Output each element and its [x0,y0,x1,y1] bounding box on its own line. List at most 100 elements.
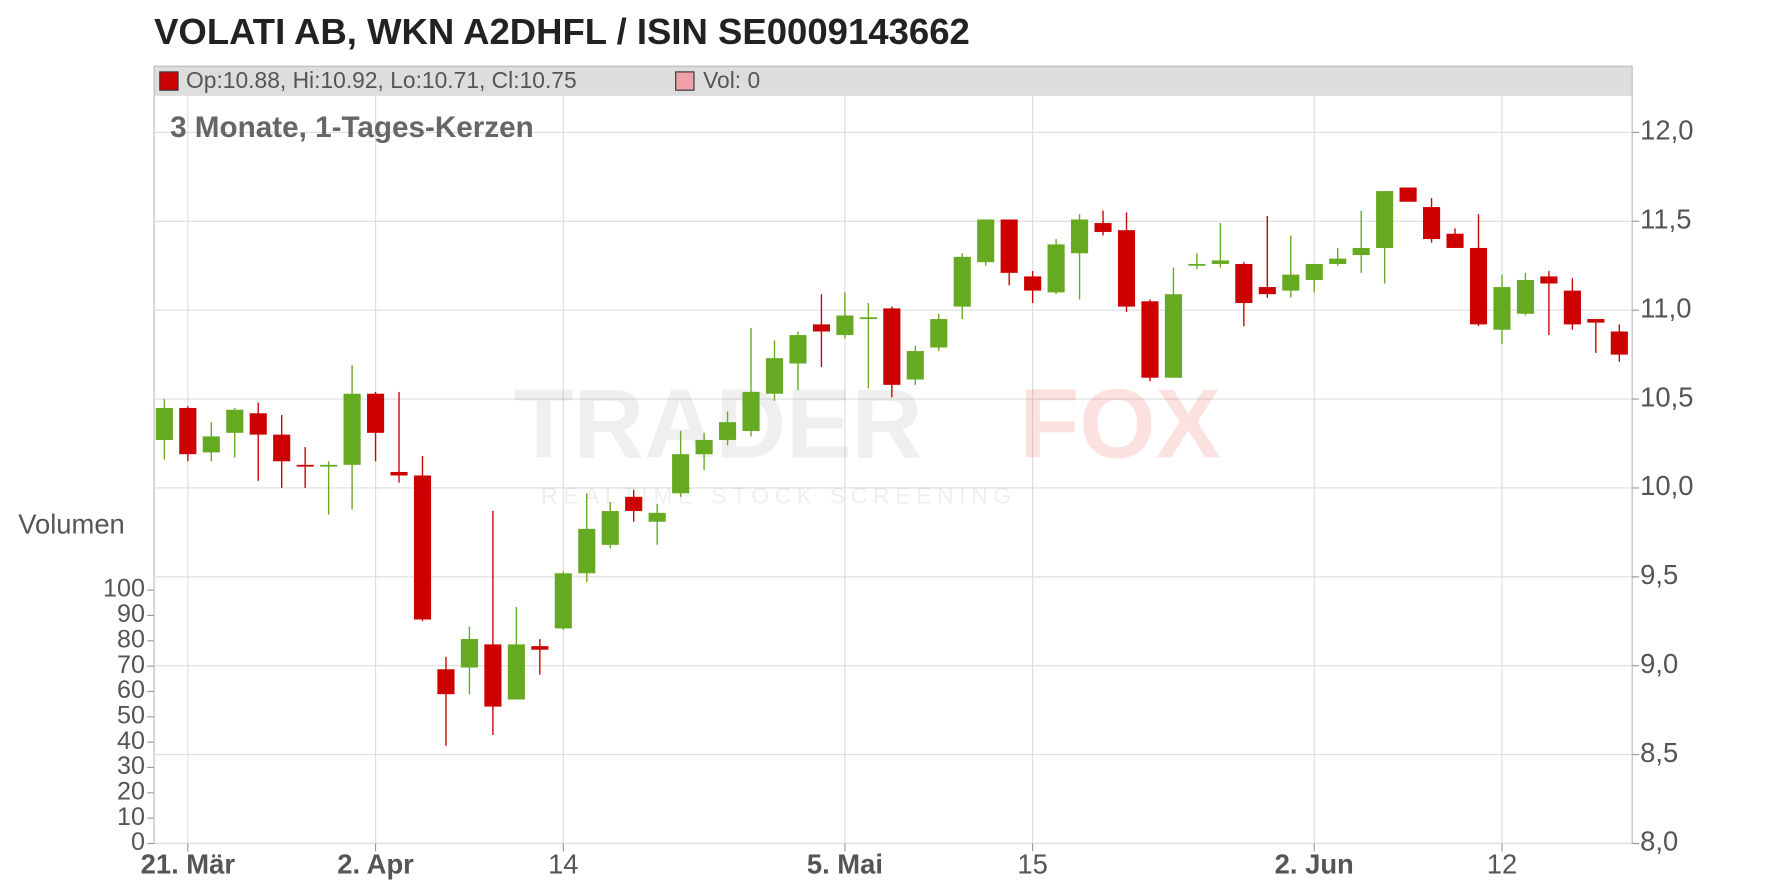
candle-body [1141,301,1159,378]
y2-tick-label: 20 [117,777,145,805]
candle-body [531,646,549,650]
candle-body [977,219,995,263]
candle-body [1516,279,1535,314]
y2-tick-label: 60 [117,676,145,704]
y-tick-label: 8,0 [1640,826,1678,857]
candle-body [437,669,455,695]
candle-body [765,358,784,394]
x-tick-label: 21. Mär [141,849,236,880]
candle-body [1446,233,1464,248]
legend-swatch [159,71,179,91]
x-tick-label: 2. Apr [337,849,414,880]
legend-text: Op:10.88, Hi:10.92, Lo:10.71, Cl:10.75 [186,67,577,93]
candle-body [1117,230,1136,307]
candle-body [460,639,478,668]
y2-tick-label: 30 [117,752,145,780]
candle-body [1563,290,1581,325]
legend-band [154,66,1633,96]
candle-body [906,351,924,380]
x-tick-label: 15 [1017,849,1047,880]
candle-body [812,324,830,332]
candle-body [179,407,197,455]
subtitle: 3 Monate, 1-Tages-Kerzen [170,111,534,144]
candle-body [648,512,666,522]
y2-tick-label: 0 [131,828,145,856]
candle-body [1399,187,1417,202]
candle-body [1071,219,1089,254]
candle-body [1376,191,1394,248]
candles [155,187,1628,746]
candle-body [742,391,760,432]
candle-body [1282,274,1300,291]
candle-body [1258,287,1276,295]
candle-body [226,409,244,433]
candle-body [625,496,643,512]
candle-body [1305,263,1323,280]
candle-body [343,393,361,465]
candle-body [1469,247,1488,325]
legend-text: Vol: 0 [703,67,760,93]
x-tick-label: 2. Jun [1275,849,1354,880]
candle-body [883,308,901,385]
y-tick-label: 10,0 [1640,470,1693,501]
candle-body [1164,294,1182,378]
candle-body [202,436,220,453]
y2-tick-label: 100 [103,575,145,603]
candle-body [390,471,408,476]
candle-body [695,439,713,455]
y-tick-label: 8,5 [1640,737,1678,768]
y2-axis-label: Volumen [18,508,125,539]
x-tick-label: 5. Mai [807,849,883,880]
watermark-tagline: REALTIME STOCK SCREENING [541,483,1017,509]
watermark-brand: TRADER [514,368,923,478]
watermark: TRADER FOX REALTIME STOCK SCREENING [514,368,1221,508]
candle-body [296,464,314,467]
candle-body [1047,244,1065,293]
y-tick-label: 11,5 [1640,204,1691,235]
y2-tick-label: 50 [117,701,145,729]
x-tick-label: 14 [548,849,578,880]
candle-body [672,454,690,494]
candle-body [1235,263,1253,304]
candle-body [789,335,807,364]
chart-title: VOLATI AB, WKN A2DHFL / ISIN SE000914366… [154,11,970,52]
candle-body [1000,219,1018,273]
candle-body [836,315,854,336]
y-tick-label: 9,5 [1640,559,1678,590]
candle-body [1352,247,1370,256]
candle-body [155,407,173,440]
candle-body [1493,287,1511,330]
candle-body [1329,258,1347,264]
candle-body [578,528,596,574]
candle-body [1024,276,1042,291]
candle-body [554,573,572,629]
y2-tick-label: 90 [117,600,145,628]
watermark-brand: FOX [1019,368,1221,478]
y2-tick-label: 40 [117,727,145,755]
candle-body [273,434,291,462]
candle-body [1610,331,1628,355]
candle-body [484,644,502,707]
candle-body [249,413,267,435]
y2-tick-label: 80 [117,625,145,653]
candle-body [930,319,948,348]
candle-body [1540,276,1558,284]
x-tick-label: 12 [1487,849,1517,880]
legend-swatch [675,71,695,91]
candle-body [1188,263,1206,266]
y-tick-label: 11,0 [1640,292,1691,323]
candle-body [320,464,338,467]
candle-body [507,644,525,700]
candle-body [719,422,737,440]
candle-body [1094,223,1112,232]
y2-tick-label: 70 [117,651,145,679]
y-tick-label: 12,0 [1640,115,1693,146]
y-tick-label: 9,0 [1640,648,1678,679]
candle-body [1423,207,1441,240]
candle-body [1211,260,1229,264]
candle-body [413,475,432,620]
candle-body [1587,319,1605,323]
y2-tick-label: 10 [117,803,145,831]
